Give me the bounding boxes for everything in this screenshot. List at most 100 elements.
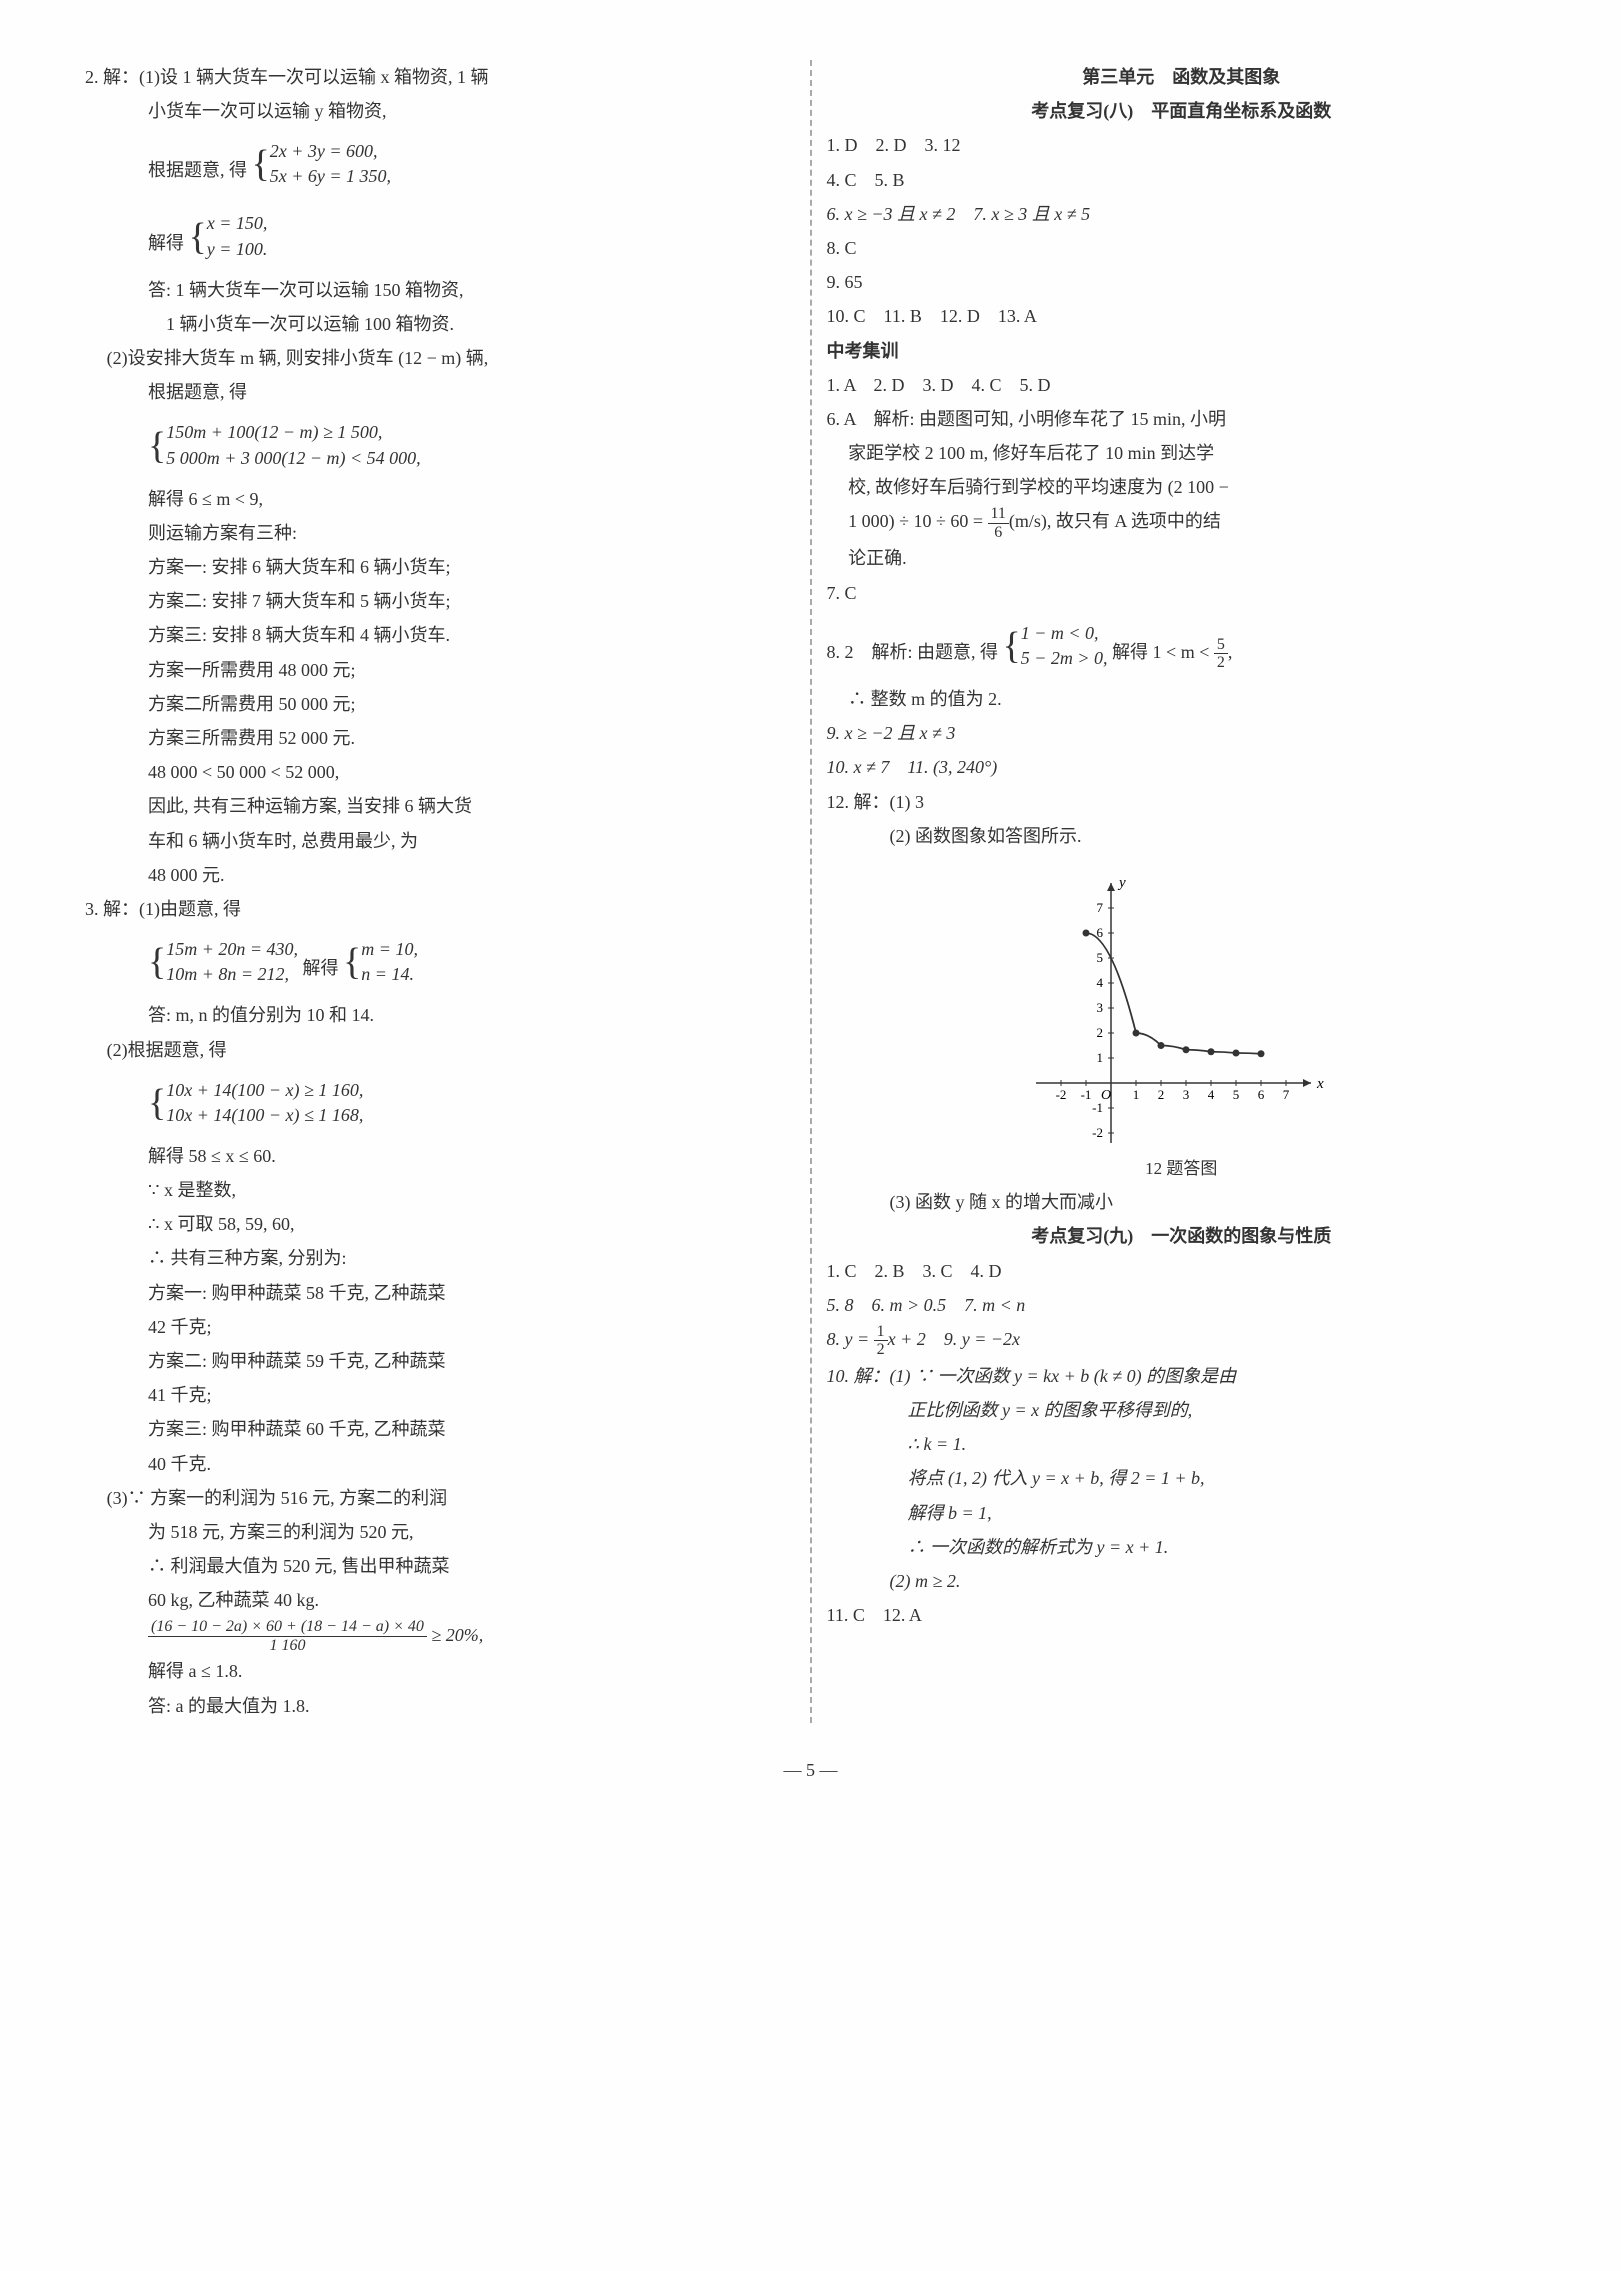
zk-l4-eq1: 1 − m < 0, [1021,623,1099,643]
q2-p2-l1: 设安排大货车 m 辆, 则安排小货车 (12 − m) 辆, [128,348,489,368]
q3-p2-eq1a: 10x + 14(100 − x) ≥ 1 160, [166,1080,363,1100]
zk-title: 中考集训 [827,334,1537,368]
zk-l9: (2) 函数图象如答图所示. [827,819,1537,853]
svg-text:1: 1 [1133,1087,1140,1102]
q2-p2-l13: 车和 6 辆小货车时, 总费用最少, 为 [85,824,795,858]
svg-text:-2: -2 [1092,1125,1103,1140]
section9-title: 考点复习(九) 一次函数的图象与性质 [827,1219,1537,1253]
q3-p3-frac-num: (16 − 10 − 2a) × 60 + (18 − 14 − a) × 40 [148,1618,427,1637]
q2-p2-l9: 方案二所需费用 50 000 元; [85,687,795,721]
svg-text:5: 5 [1097,950,1104,965]
zk-l5: ∴ 整数 m 的值为 2. [827,682,1537,716]
q3-p2-l2: 解得 58 ≤ x ≤ 60. [85,1139,795,1173]
q3-p2-l1: 根据题意, 得 [128,1040,227,1060]
q3-p2-l9: 41 千克; [85,1378,795,1412]
q3-p1-eq1b: 10m + 8n = 212, [166,964,289,984]
section8-title: 考点复习(八) 平面直角坐标系及函数 [827,94,1537,128]
s9-l3a: 8. y = [827,1329,874,1349]
s9-l2: 5. 8 6. m > 0.5 7. m < n [827,1288,1537,1322]
zk-l10: (3) 函数 y 随 x 的增大而减小 [827,1185,1537,1219]
svg-text:O: O [1101,1088,1111,1103]
brace-icon: { [189,201,207,273]
svg-text:1: 1 [1097,1050,1104,1065]
zk-frac-num: 11 [988,505,1009,524]
zk-l2c: 校, 故修好车后骑行到学校的平均速度为 (2 100 − [827,470,1537,504]
page-container: 2. 解：(1)设 1 辆大货车一次可以运输 x 箱物资, 1 辆 小货车一次可… [70,60,1551,1723]
zk-l2b: 家距学校 2 100 m, 修好车后花了 10 min 到达学 [827,436,1537,470]
s9-l3-num: 1 [874,1323,888,1342]
q3: 3. 解：(1)由题意, 得 { 15m + 20n = 430, 10m + … [85,892,795,1723]
q3-p1-l2: 解得 [303,958,339,978]
s9-l7: 将点 (1, 2) 代入 y = x + b, 得 2 = 1 + b, [827,1461,1537,1495]
q2-p1-l1: 设 1 辆大货车一次可以运输 x 箱物资, 1 辆 [160,67,489,87]
svg-text:x: x [1316,1076,1324,1092]
svg-text:-1: -1 [1081,1087,1092,1102]
q3-p3-frac-den: 1 160 [148,1637,427,1655]
zk-l2d-a: 1 000) ÷ 10 ÷ 60 = [848,511,987,531]
zk-l1: 1. A 2. D 3. D 4. C 5. D [827,368,1537,402]
q3-p2-l8: 方案二: 购甲种蔬菜 59 千克, 乙种蔬菜 [85,1344,795,1378]
s9-l6: ∴ k = 1. [827,1427,1537,1461]
s9-l3-den: 2 [874,1341,888,1359]
q3-p1-l1: 由题意, 得 [160,899,241,919]
svg-text:2: 2 [1097,1025,1104,1040]
s9-l4: 10. 解：(1) ∵ 一次函数 y = kx + b (k ≠ 0) 的图象是… [827,1359,1537,1393]
q2-p2-l7: 方案三: 安排 8 辆大货车和 4 辆小货车. [85,618,795,652]
zk-l8: 12. 解：(1) 3 [827,785,1537,819]
q2-p2-l12: 因此, 共有三种运输方案, 当安排 6 辆大货 [85,789,795,823]
q2-p2-l6: 方案二: 安排 7 辆大货车和 5 辆小货车; [85,584,795,618]
q2-p1-label: (1) [139,67,160,87]
s8-l2: 4. C 5. B [827,163,1537,197]
graph-caption: 12 题答图 [827,1153,1537,1185]
q3-p2-l6: 方案一: 购甲种蔬菜 58 千克, 乙种蔬菜 [85,1276,795,1310]
q2-p1-l3: 根据题意, 得 [148,160,247,180]
brace-icon: { [148,926,166,998]
q3-p1-eq1a: 15m + 20n = 430, [166,939,298,959]
q2-p2-l11: 48 000 < 50 000 < 52 000, [85,755,795,789]
brace-icon: { [343,926,361,998]
zk-l4c: , [1228,642,1233,662]
q2-p2-l5: 方案一: 安排 6 辆大货车和 6 辆小货车; [85,550,795,584]
s9-l9: ∴ 一次函数的解析式为 y = x + 1. [827,1530,1537,1564]
q2-p2-eq1b: 5 000m + 3 000(12 − m) < 54 000, [166,448,420,468]
svg-text:6: 6 [1258,1087,1265,1102]
q3-p1-eq2a: m = 10, [361,939,418,959]
q2-p1-l2: 小货车一次可以运输 y 箱物资, [85,94,795,128]
zk-l4b: 解得 1 < m < [1112,642,1214,662]
q3-p2-l10: 方案三: 购甲种蔬菜 60 千克, 乙种蔬菜 [85,1412,795,1446]
q2-p2-l14: 48 000 元. [85,858,795,892]
zk-l4a: 8. 2 解析: 由题意, 得 [827,642,999,662]
s8-l5: 9. 65 [827,265,1537,299]
q2-p1-eq2b: y = 100. [207,239,268,259]
q3-p2-l5: ∴ 共有三种方案, 分别为: [85,1241,795,1275]
q3-p1-eq2b: n = 14. [361,964,414,984]
q2-p2-eq1a: 150m + 100(12 − m) ≥ 1 500, [166,422,382,442]
q2-p2-l4: 则运输方案有三种: [85,516,795,550]
q2-p1-l4: 解得 [148,233,184,253]
q3-label: 3. 解： [85,899,139,919]
zk-l3: 7. C [827,576,1537,610]
q3-p3-l4: 60 kg, 乙种蔬菜 40 kg. [85,1583,795,1617]
q3-p1-label: (1) [139,899,160,919]
zk-l2a: 6. A 解析: 由题图可知, 小明修车花了 15 min, 小明 [827,402,1537,436]
q3-p2-l11: 40 千克. [85,1447,795,1481]
q3-p3-l1: ∵ 方案一的利润为 516 元, 方案二的利润 [128,1488,448,1508]
zk-frac-den: 6 [988,524,1009,542]
zk-l4-num: 5 [1214,636,1228,655]
zk-l6: 9. x ≥ −2 且 x ≠ 3 [827,716,1537,750]
function-graph: -2-11234567-2-11234567Oxy [1031,863,1331,1143]
q2-p1-eq1a: 2x + 3y = 600, [270,141,378,161]
zk-l2e: 论正确. [827,541,1537,575]
left-column: 2. 解：(1)设 1 辆大货车一次可以运输 x 箱物资, 1 辆 小货车一次可… [70,60,812,1723]
q2-label: 2. 解： [85,67,139,87]
s9-l11: 11. C 12. A [827,1598,1537,1632]
svg-text:7: 7 [1283,1087,1290,1102]
q3-p3-l6: 解得 a ≤ 1.8. [85,1654,795,1688]
s8-l6: 10. C 11. B 12. D 13. A [827,299,1537,333]
right-column: 第三单元 函数及其图象 考点复习(八) 平面直角坐标系及函数 1. D 2. D… [812,60,1552,1723]
q3-p3-l3: ∴ 利润最大值为 520 元, 售出甲种蔬菜 [85,1549,795,1583]
q2: 2. 解：(1)设 1 辆大货车一次可以运输 x 箱物资, 1 辆 小货车一次可… [85,60,795,892]
q2-p1-eq1b: 5x + 6y = 1 350, [270,166,391,186]
brace-icon: { [252,128,270,200]
q3-p2-l7: 42 千克; [85,1310,795,1344]
